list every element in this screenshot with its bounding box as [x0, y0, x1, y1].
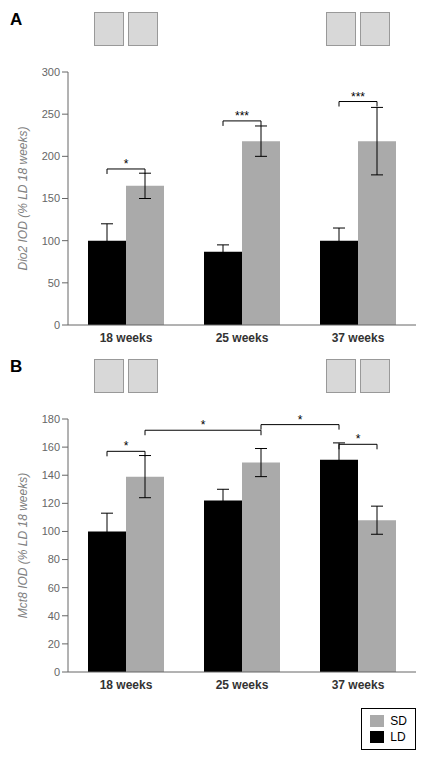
- svg-text:20: 20: [48, 638, 60, 650]
- svg-text:***: ***: [351, 90, 365, 104]
- svg-text:200: 200: [42, 150, 60, 162]
- svg-text:*: *: [201, 418, 206, 432]
- svg-text:Dio2 IOD (% LD 18 weeks): Dio2 IOD (% LD 18 weeks): [16, 126, 30, 270]
- html-text:SD: SD: [390, 714, 407, 728]
- svg-text:140: 140: [42, 469, 60, 481]
- svg-text:18 weeks: 18 weeks: [100, 678, 153, 692]
- svg-text:150: 150: [42, 192, 60, 204]
- html-text:A: A: [10, 10, 23, 29]
- svg-text:60: 60: [48, 582, 60, 594]
- html-text:LD: LD: [390, 730, 406, 744]
- svg-text:300: 300: [42, 66, 60, 78]
- svg-text:25 weeks: 25 weeks: [216, 678, 269, 692]
- svg-text:25 weeks: 25 weeks: [216, 331, 269, 345]
- svg-text:160: 160: [42, 441, 60, 453]
- svg-text:*: *: [124, 439, 129, 453]
- svg-text:*: *: [124, 157, 129, 171]
- svg-text:250: 250: [42, 108, 60, 120]
- svg-text:120: 120: [42, 497, 60, 509]
- svg-text:*: *: [356, 432, 361, 446]
- svg-text:18 weeks: 18 weeks: [100, 331, 153, 345]
- svg-text:*: *: [298, 413, 303, 427]
- svg-text:Mct8 IOD (% LD 18 weeks): Mct8 IOD (% LD 18 weeks): [16, 473, 30, 618]
- svg-text:180: 180: [42, 413, 60, 425]
- svg-text:50: 50: [48, 277, 60, 289]
- svg-text:100: 100: [42, 525, 60, 537]
- svg-text:80: 80: [48, 553, 60, 565]
- svg-text:37 weeks: 37 weeks: [332, 331, 385, 345]
- svg-text:40: 40: [48, 610, 60, 622]
- html-text:B: B: [10, 357, 23, 376]
- svg-text:0: 0: [54, 666, 60, 678]
- svg-text:37 weeks: 37 weeks: [332, 678, 385, 692]
- svg-text:***: ***: [235, 109, 249, 123]
- svg-text:0: 0: [54, 319, 60, 331]
- svg-text:100: 100: [42, 235, 60, 247]
